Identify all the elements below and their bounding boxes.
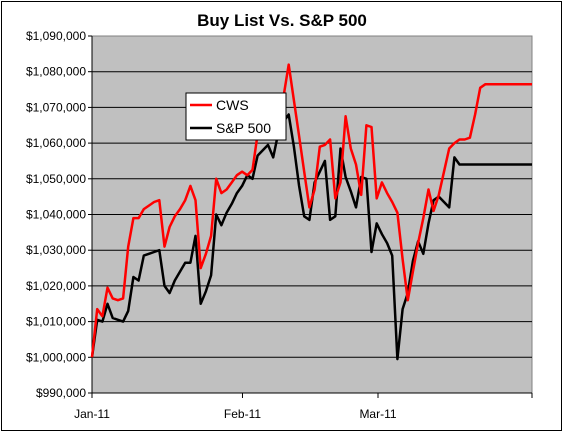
y-tick-label: $1,060,000	[26, 136, 86, 150]
legend-label-sp500: S&P 500	[216, 120, 271, 136]
series-lines	[90, 63, 532, 361]
y-tick-label: $1,090,000	[26, 29, 86, 43]
chart-title: Buy List Vs. S&P 500	[197, 11, 367, 30]
grid-lines	[92, 71, 532, 358]
y-axis-ticks: $990,000 $1,000,000 $1,010,000 $1,020,000 $1…	[26, 29, 93, 400]
x-axis-ticks: Jan-11 Feb-11 Mar-11	[74, 392, 533, 421]
x-tick-label: Mar-11	[359, 407, 396, 421]
legend: CWS S&P 500	[185, 92, 287, 141]
legend-box	[185, 92, 287, 141]
y-tick-label: $1,080,000	[26, 65, 86, 79]
x-tick-label: Feb-11	[224, 407, 261, 421]
y-tick-label: $1,070,000	[26, 100, 86, 114]
y-tick-label: $1,020,000	[26, 279, 86, 293]
y-tick-label: $1,000,000	[26, 350, 86, 364]
x-tick-label: Jan-11	[74, 407, 110, 421]
y-tick-label: $1,010,000	[26, 315, 86, 329]
y-tick-label: $990,000	[36, 386, 86, 400]
y-tick-label: $1,040,000	[26, 208, 86, 222]
series-line-cws	[90, 63, 532, 358]
legend-label-cws: CWS	[216, 97, 249, 113]
y-tick-label: $1,030,000	[26, 243, 86, 257]
y-tick-label: $1,050,000	[26, 172, 86, 186]
